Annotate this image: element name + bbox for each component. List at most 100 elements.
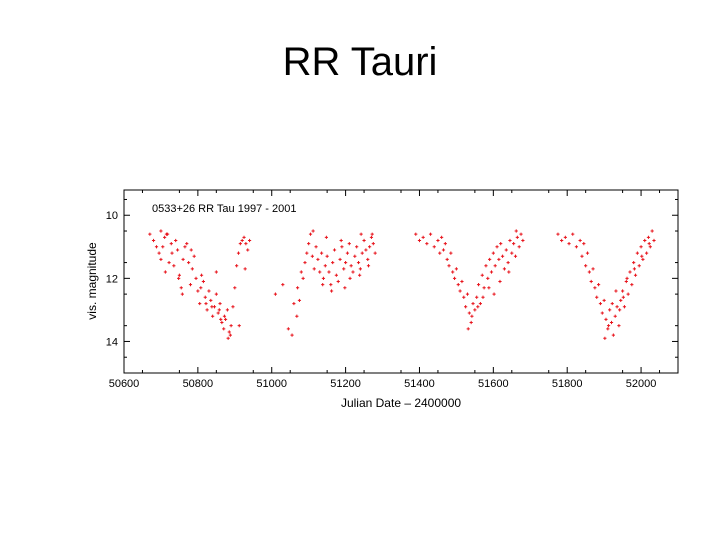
data-point xyxy=(440,235,444,239)
data-point xyxy=(622,305,627,309)
data-point xyxy=(366,264,371,268)
data-point xyxy=(349,264,353,268)
data-point xyxy=(476,305,480,309)
data-point xyxy=(331,260,335,265)
data-point xyxy=(240,238,244,243)
slide-title: RR Tauri xyxy=(282,40,438,84)
data-point xyxy=(199,286,203,290)
data-point xyxy=(621,289,625,293)
data-point xyxy=(491,251,495,255)
x-tick-label: 50800 xyxy=(183,378,214,390)
data-point xyxy=(211,314,215,318)
data-point xyxy=(619,298,623,303)
data-point xyxy=(652,238,656,243)
data-point xyxy=(584,264,588,268)
data-point xyxy=(237,324,241,328)
data-point xyxy=(229,324,233,328)
data-point xyxy=(321,283,325,287)
data-point xyxy=(318,270,322,274)
data-point xyxy=(428,232,433,236)
y-tick-label: 12 xyxy=(106,273,118,285)
data-point xyxy=(556,232,560,236)
data-point xyxy=(502,267,507,271)
data-point xyxy=(189,248,193,252)
data-point xyxy=(582,242,586,246)
data-point xyxy=(521,238,525,243)
data-point xyxy=(345,251,350,255)
data-point xyxy=(425,242,429,246)
data-point xyxy=(246,248,250,252)
data-point xyxy=(325,254,329,258)
data-point xyxy=(355,245,359,249)
data-point xyxy=(441,248,446,252)
data-point xyxy=(480,273,484,277)
data-point xyxy=(618,308,622,312)
data-point xyxy=(161,245,165,249)
data-point xyxy=(438,251,442,255)
data-point xyxy=(458,289,462,293)
data-point xyxy=(498,279,502,284)
data-point xyxy=(170,251,174,255)
plot-frame xyxy=(123,189,679,374)
data-point xyxy=(637,264,641,268)
data-point xyxy=(476,283,481,287)
data-point xyxy=(641,257,645,262)
data-point xyxy=(183,245,187,249)
data-point xyxy=(235,264,239,268)
data-point xyxy=(506,260,510,265)
data-point xyxy=(469,320,473,325)
data-point xyxy=(460,279,464,284)
data-point xyxy=(632,260,636,265)
data-point xyxy=(175,248,180,252)
data-point xyxy=(172,264,176,268)
data-point xyxy=(301,276,305,280)
data-point xyxy=(580,254,584,258)
data-point xyxy=(299,270,303,274)
data-point xyxy=(281,283,285,287)
data-point xyxy=(169,242,173,246)
data-point xyxy=(338,257,342,262)
data-point xyxy=(194,276,198,280)
data-point xyxy=(482,286,486,290)
data-point xyxy=(359,232,363,236)
data-point xyxy=(159,257,163,262)
data-point xyxy=(286,327,290,331)
data-point xyxy=(600,311,604,315)
data-points xyxy=(148,229,656,340)
data-point xyxy=(273,292,278,296)
data-point xyxy=(481,295,485,299)
data-point xyxy=(347,242,351,246)
data-point xyxy=(630,283,634,287)
data-point xyxy=(362,238,366,243)
data-point xyxy=(334,273,338,277)
data-point xyxy=(321,276,326,280)
data-point xyxy=(492,292,496,296)
data-point xyxy=(493,264,497,268)
data-point xyxy=(373,251,377,255)
data-point xyxy=(364,248,368,252)
data-point xyxy=(471,301,475,306)
data-point xyxy=(512,242,516,246)
data-point xyxy=(519,232,523,236)
data-point xyxy=(451,270,455,274)
data-point xyxy=(177,273,181,277)
data-point xyxy=(507,270,511,274)
data-point xyxy=(567,242,571,246)
data-point xyxy=(632,267,637,271)
data-point xyxy=(560,238,564,243)
x-tick-label: 51200 xyxy=(330,378,361,390)
data-point xyxy=(574,245,579,249)
data-point xyxy=(207,289,211,293)
data-point xyxy=(227,330,231,334)
data-point xyxy=(650,229,654,233)
data-point xyxy=(198,301,202,306)
data-point xyxy=(604,317,608,321)
data-point xyxy=(348,276,352,280)
data-point xyxy=(228,333,232,337)
data-point xyxy=(445,257,449,262)
data-point xyxy=(360,251,364,255)
data-point xyxy=(226,336,230,340)
data-point xyxy=(312,267,316,271)
data-point xyxy=(508,238,512,243)
